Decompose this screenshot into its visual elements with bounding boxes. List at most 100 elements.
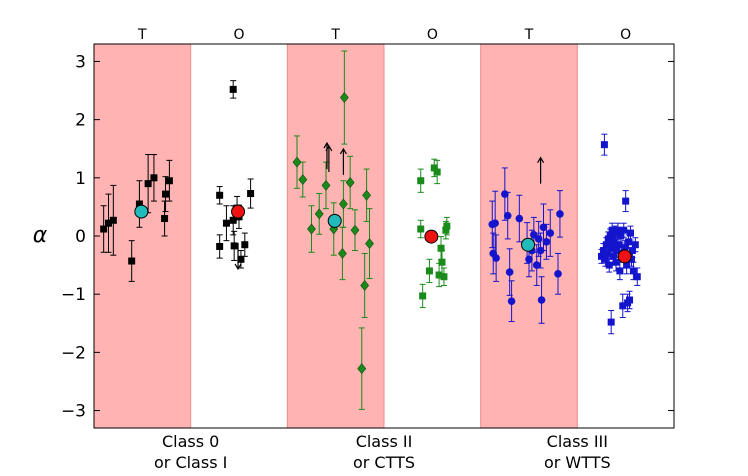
square-point bbox=[437, 244, 445, 252]
circle-point bbox=[501, 190, 509, 198]
square-point bbox=[616, 267, 624, 275]
circle-point bbox=[556, 210, 564, 218]
circle-point bbox=[536, 246, 545, 255]
t-shaded-regions bbox=[94, 44, 578, 428]
top-label: T bbox=[330, 27, 340, 43]
square-point bbox=[135, 200, 143, 208]
square-point bbox=[237, 255, 245, 263]
diamond-point bbox=[339, 198, 348, 210]
square-point bbox=[425, 267, 433, 275]
square-point bbox=[435, 271, 443, 279]
group-label-line1: Class III bbox=[547, 432, 608, 451]
square-point bbox=[613, 247, 621, 255]
square-point bbox=[216, 191, 224, 199]
square-point bbox=[628, 247, 636, 255]
square-point bbox=[438, 258, 446, 266]
square-point bbox=[162, 190, 170, 198]
median-marker bbox=[424, 229, 439, 244]
diamond-point bbox=[338, 247, 347, 259]
top-label: O bbox=[233, 27, 244, 43]
square-point bbox=[606, 232, 614, 240]
y-axis: −3 −2 −1 0 1 2 3 bbox=[61, 52, 674, 422]
shade-region bbox=[480, 44, 578, 428]
diamond-point bbox=[314, 208, 324, 220]
square-point bbox=[622, 197, 630, 205]
circle-point bbox=[532, 261, 541, 269]
square-point bbox=[602, 241, 610, 249]
circle-point bbox=[492, 254, 500, 262]
circle-point bbox=[505, 268, 514, 276]
square-point bbox=[222, 219, 230, 227]
square-point bbox=[599, 247, 607, 255]
square-point bbox=[627, 229, 634, 237]
median-marker bbox=[327, 213, 342, 228]
median-markers bbox=[134, 204, 632, 264]
square-point bbox=[144, 180, 152, 188]
top-label: T bbox=[137, 27, 147, 43]
diamond-point bbox=[292, 156, 302, 168]
square-point bbox=[241, 241, 249, 249]
y-tick-label: −2 bbox=[61, 343, 86, 363]
diamond-point bbox=[357, 363, 367, 375]
square-point bbox=[443, 222, 451, 230]
y-tick-label: −1 bbox=[61, 285, 86, 305]
square-point bbox=[229, 85, 237, 93]
square-point bbox=[621, 244, 629, 252]
group-label-line2: or Class I bbox=[154, 453, 227, 472]
limit-arrow-head bbox=[537, 156, 545, 163]
y-axis-label: α bbox=[33, 223, 48, 248]
square-point bbox=[614, 226, 622, 234]
square-point bbox=[619, 302, 627, 310]
y-tick-label: 3 bbox=[75, 52, 86, 72]
shade-region bbox=[287, 44, 384, 428]
y-tick-label: 1 bbox=[75, 169, 86, 189]
square-point bbox=[612, 258, 620, 266]
square-point bbox=[150, 174, 158, 182]
square-point bbox=[603, 249, 611, 257]
y-tick-label: 2 bbox=[75, 111, 86, 131]
diamond-point bbox=[321, 179, 331, 191]
square-point bbox=[433, 168, 441, 176]
median-marker bbox=[231, 204, 246, 219]
square-point bbox=[626, 296, 634, 304]
square-point bbox=[623, 261, 631, 269]
median-marker bbox=[617, 249, 632, 264]
limit-arrow-head bbox=[234, 263, 242, 271]
square-point bbox=[161, 215, 169, 223]
square-point bbox=[419, 292, 427, 300]
square-point bbox=[165, 177, 173, 185]
square-point bbox=[105, 219, 112, 227]
circle-point bbox=[507, 297, 516, 305]
circle-point bbox=[542, 238, 551, 246]
diamond-point bbox=[365, 238, 374, 250]
median-marker bbox=[134, 204, 149, 219]
diamond-point bbox=[345, 176, 355, 188]
square-point bbox=[430, 164, 438, 172]
square-point bbox=[625, 238, 633, 246]
limit-arrow-head bbox=[325, 144, 333, 152]
square-point bbox=[607, 318, 615, 326]
group-label-line1: Class II bbox=[356, 432, 413, 451]
square-point bbox=[629, 267, 637, 275]
diamond-point bbox=[362, 189, 371, 201]
square-point bbox=[620, 226, 628, 234]
diamond-point bbox=[350, 224, 360, 236]
square-point bbox=[229, 216, 237, 224]
group-labels: Class 0 or Class I Class II or CTTS Class II… bbox=[154, 432, 611, 472]
square-point bbox=[247, 190, 255, 198]
diamond-point bbox=[339, 92, 349, 104]
square-point bbox=[631, 241, 639, 249]
square-point bbox=[216, 242, 224, 250]
square-point bbox=[605, 261, 613, 269]
circle-point bbox=[503, 211, 512, 220]
top-label: T bbox=[524, 27, 534, 43]
top-label: O bbox=[427, 27, 438, 43]
circle-point bbox=[534, 235, 543, 243]
top-label: O bbox=[620, 27, 631, 43]
circle-point bbox=[539, 223, 548, 232]
square-point bbox=[442, 226, 450, 234]
square-point bbox=[609, 252, 617, 260]
square-point bbox=[598, 252, 605, 260]
square-point bbox=[128, 257, 136, 265]
